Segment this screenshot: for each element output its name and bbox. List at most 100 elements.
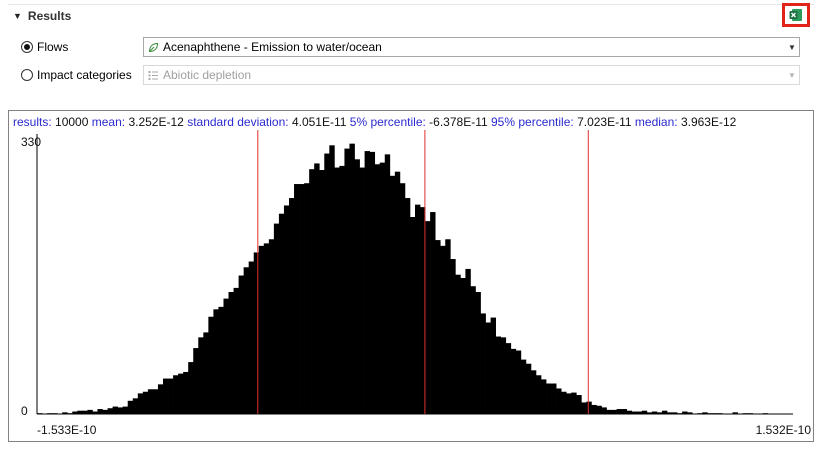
histogram-bar [520, 359, 527, 414]
histogram-bar [500, 337, 507, 414]
histogram-bar [223, 298, 229, 414]
histogram-bar [72, 411, 78, 414]
impact-category-select: Abiotic depletion ▼ [143, 65, 800, 85]
histogram-bar [415, 204, 421, 414]
histogram-bar [656, 412, 663, 414]
histogram-bar [359, 167, 365, 414]
flows-radio[interactable] [21, 41, 33, 53]
histogram-bar [641, 410, 648, 414]
histogram-bar [687, 412, 693, 414]
histogram-bar [435, 240, 441, 414]
histogram-bar [278, 213, 285, 414]
histogram-bar [732, 412, 738, 414]
histogram-bar [82, 410, 88, 414]
excel-export-button[interactable] [782, 3, 810, 27]
histogram-bar [324, 153, 330, 415]
chevron-down-icon: ▼ [788, 70, 796, 80]
histogram-bar [530, 370, 537, 414]
histogram-bar [168, 378, 174, 414]
histogram-bar [601, 407, 607, 414]
y-tick-label-min: 0 [21, 404, 28, 418]
histogram-bar [465, 268, 471, 414]
flow-select[interactable]: Acenaphthene - Emission to water/ocean ▼ [143, 37, 800, 57]
histogram-bar [369, 151, 376, 414]
histogram-bar [631, 411, 638, 414]
stat-median-value: 3.963E-12 [680, 115, 737, 129]
histogram-bar [283, 205, 290, 414]
histogram-bar [97, 409, 103, 414]
stat-mean-value: 3.252E-12 [128, 115, 184, 129]
histogram-bar [646, 412, 653, 414]
histogram-bar [137, 393, 144, 414]
impact-radio-label[interactable]: Impact categories [37, 68, 132, 82]
histogram-bar [616, 409, 622, 414]
histogram-bar [304, 183, 310, 414]
histogram-bar [294, 184, 300, 414]
histogram-bar [591, 404, 597, 414]
histogram-bar [102, 409, 108, 414]
histogram-bar [77, 410, 83, 414]
histogram-bar [541, 379, 547, 414]
histogram-bar [152, 389, 159, 414]
histogram-bar [475, 292, 481, 414]
statistics-summary: results: 10000 mean: 3.252E-12 standard … [13, 115, 736, 129]
histogram-bar [319, 170, 325, 414]
histogram-bar [525, 363, 532, 414]
histogram-bar [87, 409, 93, 414]
x-tick-label-max: 1.532E-10 [756, 423, 812, 437]
histogram-bar [238, 275, 244, 414]
histogram-bar [314, 163, 320, 414]
histogram-bar [213, 309, 219, 414]
histogram-bar [606, 409, 612, 414]
histogram-bar [309, 169, 315, 414]
histogram-bar [510, 348, 517, 414]
histogram-bar [409, 217, 416, 414]
impact-radio-option[interactable]: Impact categories [21, 65, 132, 85]
histogram-bar [384, 154, 391, 415]
histogram-bar [364, 151, 370, 414]
histogram-bar [228, 292, 234, 414]
histogram-bar [561, 391, 567, 414]
flows-radio-label[interactable]: Flows [37, 40, 69, 54]
histogram-bar [445, 239, 451, 414]
histogram-bar [203, 332, 209, 414]
impact-categories-radio[interactable] [21, 69, 33, 81]
collapse-caret-icon[interactable]: ▼ [13, 11, 22, 21]
histogram-bar [379, 162, 386, 414]
section-title: Results [27, 9, 72, 23]
histogram-bar [661, 410, 668, 414]
impact-category-icon [148, 70, 159, 81]
histogram-bar [163, 378, 169, 414]
histogram-bar [208, 316, 214, 414]
histogram-bar [546, 383, 552, 414]
histogram-bar [455, 274, 461, 414]
impact-select-value: Abiotic depletion [163, 68, 252, 82]
results-section-header[interactable]: ▼ Results [13, 8, 71, 24]
stat-std-label: standard deviation: [187, 115, 289, 129]
histogram-bar [470, 286, 476, 414]
histogram-bar [178, 373, 184, 414]
histogram-bar [389, 175, 396, 414]
flows-radio-option[interactable]: Flows [21, 37, 68, 57]
histogram-bar [273, 223, 280, 414]
histogram-bar [651, 411, 658, 414]
leaf-flow-icon [148, 42, 159, 53]
histogram-bar [450, 259, 456, 414]
histogram-bar [485, 322, 491, 414]
chevron-down-icon[interactable]: ▼ [788, 42, 796, 52]
stat-std-value: 4.051E-11 [291, 115, 347, 129]
x-tick-label-min: -1.533E-10 [37, 423, 97, 437]
histogram-bar [420, 207, 426, 414]
histogram-bar [495, 336, 502, 414]
histogram-bar [183, 371, 189, 414]
histogram-bar [253, 252, 260, 414]
histogram-bar [243, 267, 250, 414]
histogram-bar [339, 165, 345, 414]
histogram-bar [571, 392, 577, 414]
histogram-bar [505, 343, 512, 414]
histogram-bar [289, 198, 295, 414]
histogram-bar [672, 412, 678, 414]
histogram-bar [425, 221, 431, 414]
stat-median-label: median: [634, 115, 678, 129]
histogram-bar [636, 411, 643, 414]
